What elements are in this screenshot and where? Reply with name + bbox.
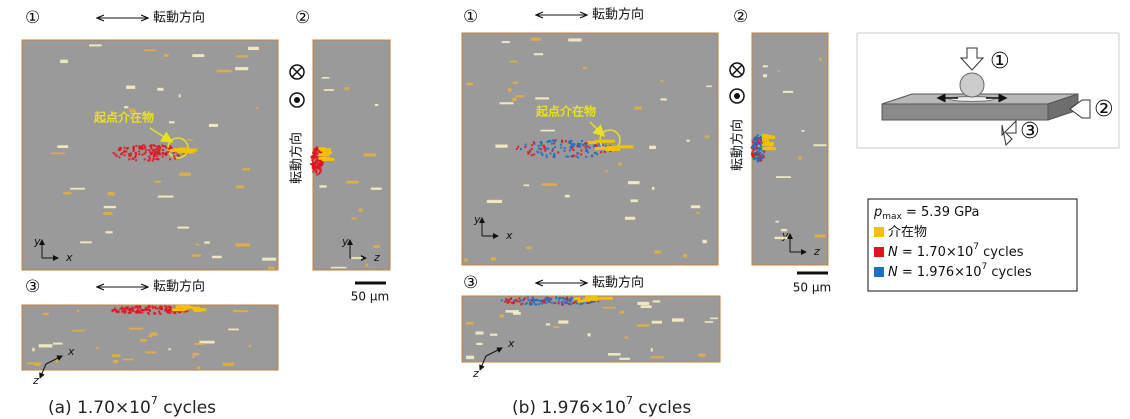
direction-label: 転動方向 bbox=[730, 119, 746, 171]
direction-label: 転動方向 bbox=[153, 10, 205, 26]
view-label: ① bbox=[463, 7, 478, 27]
section-image bbox=[461, 295, 721, 363]
axis-label: y bbox=[341, 235, 349, 248]
out-symbol bbox=[289, 92, 305, 108]
section-image bbox=[21, 304, 279, 371]
legend-label: N = 1.976×107 cycles bbox=[888, 262, 1032, 280]
scale-label: 50 μm bbox=[351, 290, 389, 304]
origin-label: 起点介在物 bbox=[93, 110, 154, 125]
axis-label: z bbox=[373, 251, 380, 264]
axis-label: z bbox=[472, 367, 479, 380]
caption: (b) 1.976×107 cycles bbox=[512, 394, 691, 418]
view-arrow bbox=[1069, 99, 1091, 119]
view-label: ② bbox=[733, 7, 748, 27]
section-image bbox=[461, 32, 719, 266]
out-symbol bbox=[729, 88, 745, 104]
legend-swatch bbox=[874, 267, 884, 277]
legend-swatch bbox=[874, 227, 884, 237]
axis-label: z bbox=[813, 245, 820, 258]
view-arrow bbox=[1001, 119, 1017, 147]
texture bbox=[750, 57, 827, 240]
view-label: ③ bbox=[25, 277, 40, 297]
axis-icon: y z bbox=[781, 229, 820, 258]
axis-label: x bbox=[505, 229, 513, 242]
scale-label: 50 μm bbox=[793, 281, 831, 295]
axis-label: x bbox=[65, 251, 73, 264]
legend: pmax = 5.39 GPa 介在物 N = 1.70×107 cycles N … bbox=[867, 198, 1078, 292]
axis-label: x bbox=[67, 345, 75, 358]
schematic: ① ② ③ bbox=[856, 32, 1120, 149]
texture bbox=[50, 44, 277, 270]
panel-a: ① 転動方向 起点介在物 y x ② 転動方向 y z 50 μm ③ 転動方向… bbox=[21, 8, 391, 418]
texture bbox=[464, 37, 712, 262]
axis-icon: x z bbox=[472, 337, 515, 380]
legend-label: 介在物 bbox=[888, 225, 927, 240]
view-arrow bbox=[959, 47, 985, 71]
view-label: ① bbox=[25, 8, 40, 28]
axis-icon: x z bbox=[32, 345, 75, 387]
axis-label: x bbox=[507, 337, 515, 350]
texture bbox=[465, 296, 718, 360]
legend-swatch bbox=[874, 247, 884, 257]
texture bbox=[310, 76, 382, 269]
axis-label: y bbox=[781, 229, 789, 242]
axis-label: y bbox=[473, 213, 481, 226]
plate-front bbox=[881, 103, 1049, 121]
view-label: ② bbox=[1094, 97, 1114, 122]
ball bbox=[959, 72, 985, 98]
direction-label: 転動方向 bbox=[153, 279, 205, 295]
direction-label: 転動方向 bbox=[289, 132, 305, 184]
direction-label: 転動方向 bbox=[592, 275, 644, 291]
origin-arrow bbox=[149, 127, 174, 143]
axis-label: y bbox=[33, 235, 41, 248]
view-label: ② bbox=[295, 8, 310, 28]
axis-icon: y x bbox=[33, 235, 73, 264]
panel-b: ① 転動方向 起点介在物 y x ② 転動方向 y z 50 μm ③ 転動方向… bbox=[461, 7, 831, 418]
axis-label: z bbox=[32, 374, 39, 387]
into-symbol bbox=[729, 62, 745, 78]
legend-frame bbox=[867, 198, 1078, 292]
legend-title: pmax = 5.39 GPa bbox=[873, 205, 979, 222]
view-label: ③ bbox=[463, 273, 478, 293]
axis-icon: y x bbox=[473, 213, 513, 242]
texture bbox=[26, 305, 252, 370]
legend-label: N = 1.70×107 cycles bbox=[888, 242, 1024, 260]
direction-label: 転動方向 bbox=[592, 7, 644, 23]
into-symbol bbox=[289, 64, 305, 80]
view-label: ③ bbox=[1020, 119, 1040, 144]
origin-label: 起点介在物 bbox=[535, 104, 596, 119]
view-label: ① bbox=[990, 49, 1010, 74]
caption: (a) 1.70×107 cycles bbox=[48, 394, 216, 418]
schematic-frame bbox=[856, 32, 1120, 149]
